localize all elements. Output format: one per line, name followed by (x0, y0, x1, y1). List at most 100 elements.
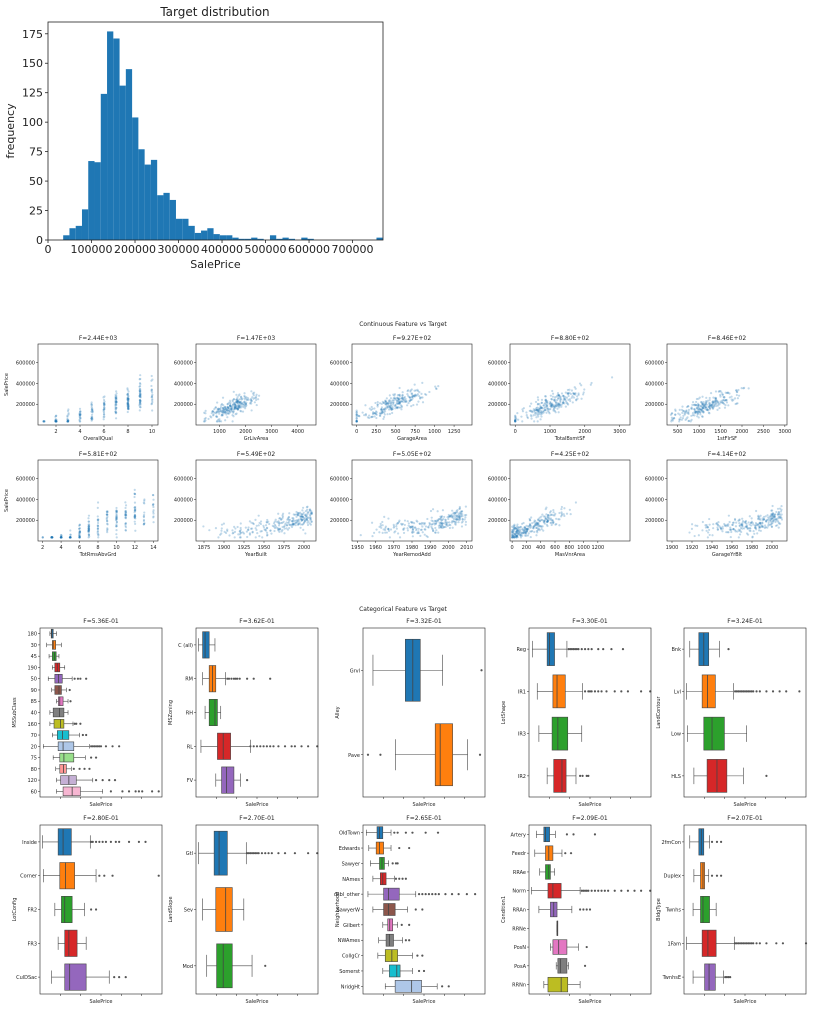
scatter-point (745, 525, 748, 529)
scatter-point (726, 523, 729, 526)
scatter-point (59, 536, 62, 539)
box-outlier (743, 942, 747, 945)
scatter-point (235, 400, 239, 403)
scatter-point (97, 533, 100, 536)
scatter-point (724, 404, 727, 407)
scatter-point (446, 521, 449, 524)
x-tick-label: 400000 (201, 243, 243, 256)
scatter-point (215, 410, 218, 413)
scatter-point (257, 524, 260, 527)
scatter-point (142, 515, 146, 519)
scatter-point (441, 526, 444, 529)
scatter-point (517, 526, 520, 529)
scatter-point (755, 528, 758, 531)
box-outlier (600, 889, 603, 892)
box-outlier (414, 908, 417, 911)
scatter-point (718, 403, 721, 406)
scatter-point (519, 532, 523, 536)
scatter-point (534, 400, 538, 404)
histogram-bar (182, 218, 189, 240)
scatter-point (103, 406, 106, 409)
scatter-point (412, 522, 416, 525)
y-tick-label: 200000 (488, 518, 507, 524)
scatter-point (688, 531, 691, 534)
scatter-point (286, 517, 290, 520)
scatter-point (114, 407, 117, 410)
scatter-panel-title: F=1.47E+03 (237, 335, 275, 342)
scatter-point (392, 403, 395, 406)
scatter-point (233, 408, 236, 411)
scatter-point (232, 531, 235, 534)
scatter-point (235, 393, 238, 396)
scatter-point (418, 522, 421, 525)
scatter-point (695, 404, 698, 407)
y-tick-label: TwnhsE (662, 975, 681, 981)
scatter-point (719, 400, 722, 403)
scatter-panel-frame (666, 343, 788, 426)
y-tick-label: 600000 (330, 361, 349, 367)
scatter-point (415, 529, 418, 532)
scatter-point (710, 404, 713, 407)
scatter-point (542, 411, 545, 414)
scatter-point (512, 534, 515, 538)
scatter-point (546, 519, 550, 522)
y-axis-label: BldgType (656, 898, 662, 921)
scatter-panel-frame (509, 343, 631, 426)
box-outlier (745, 942, 748, 945)
categorical-suptitle: Categorical Feature vs Target (359, 606, 447, 613)
scatter-point (393, 393, 397, 396)
scatter-point (444, 519, 447, 522)
scatter-point (395, 523, 398, 526)
scatter-point (418, 522, 421, 525)
scatter-point (91, 410, 94, 413)
scatter-point (78, 536, 81, 539)
scatter-point (127, 397, 130, 400)
scatter-point (234, 401, 237, 404)
scatter-point (780, 518, 784, 521)
scatter-point (464, 505, 467, 508)
scatter-point (749, 521, 753, 525)
scatter-point (139, 393, 142, 397)
scatter-point (399, 404, 402, 407)
scatter-point (226, 403, 229, 406)
box-outlier (421, 893, 424, 896)
scatter-point (721, 393, 724, 396)
scatter-point (580, 384, 583, 387)
y-axis-label: LotShape (501, 701, 507, 724)
scatter-point (528, 409, 531, 413)
scatter-point (232, 390, 235, 393)
scatter-point (716, 526, 719, 529)
box-outlier (393, 831, 396, 834)
y-axis-label: LandSlope (168, 896, 174, 922)
scatter-point (370, 408, 373, 412)
scatter-point (512, 536, 515, 539)
scatter-point (757, 524, 760, 527)
scatter-point (396, 402, 399, 405)
scatter-point (220, 414, 223, 417)
scatter-point (719, 526, 722, 529)
scatter-point (294, 521, 297, 524)
scatter-point (697, 411, 700, 414)
scatter-point (78, 530, 81, 533)
box-outlier (603, 889, 606, 892)
box-outlier (227, 677, 231, 680)
scatter-point (235, 407, 239, 410)
scatter-point (460, 515, 463, 518)
scatter-point (699, 405, 703, 408)
scatter-point (562, 399, 565, 402)
scatter-point (139, 400, 142, 403)
scatter-point (680, 418, 684, 421)
scatter-point (537, 410, 540, 413)
scatter-point (696, 402, 700, 405)
scatter-point (87, 520, 91, 523)
scatter-point (410, 405, 413, 408)
box-outlier (710, 840, 714, 844)
scatter-point (227, 412, 230, 415)
scatter-point (238, 404, 242, 407)
scatter-point (78, 420, 81, 423)
scatter-point (310, 510, 313, 513)
x-tick-label: 2000 (442, 545, 455, 551)
scatter-point (384, 403, 387, 406)
scatter-point (259, 530, 262, 533)
scatter-point (744, 521, 747, 525)
